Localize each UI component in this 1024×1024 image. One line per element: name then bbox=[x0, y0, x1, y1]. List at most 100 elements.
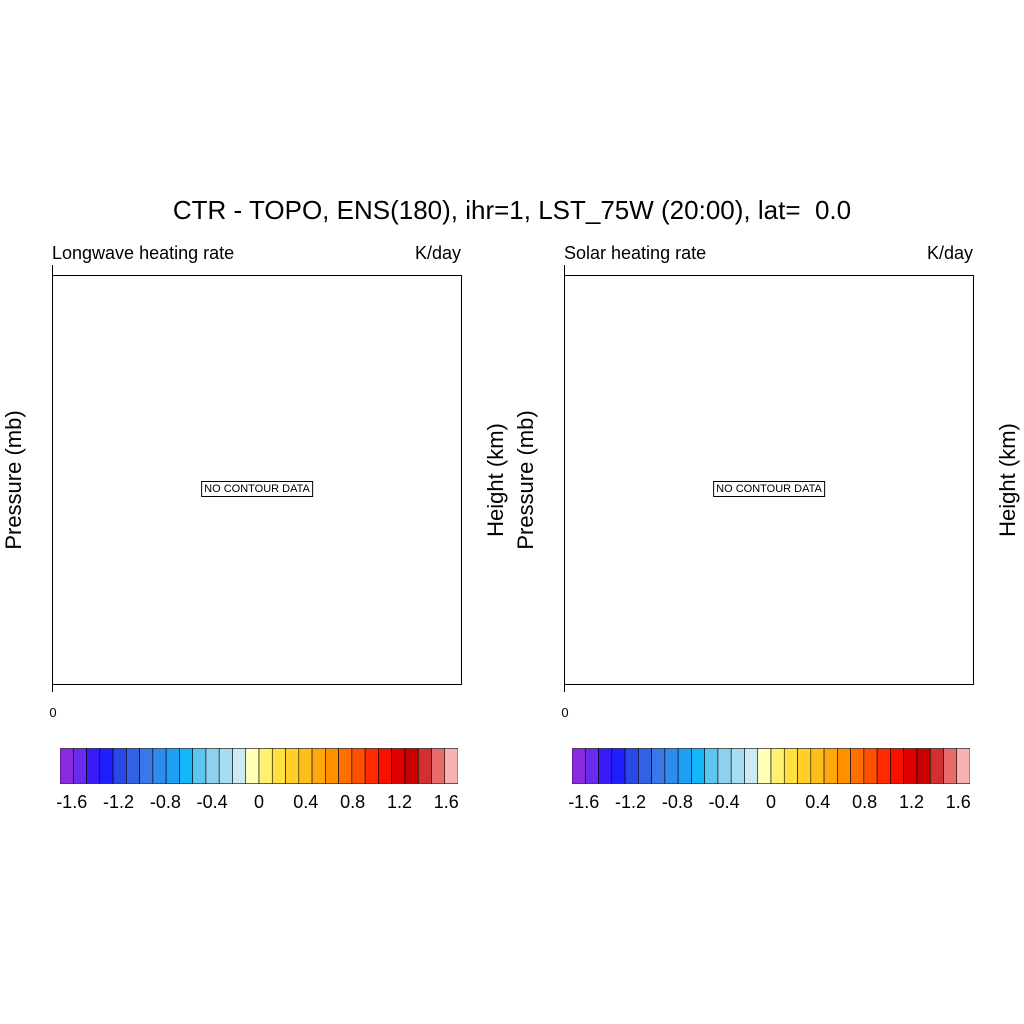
x-tick-label: 0 bbox=[49, 705, 57, 720]
colorbar bbox=[572, 748, 970, 784]
colorbar-box bbox=[364, 748, 379, 784]
panel-units: K/day bbox=[926, 243, 973, 263]
colorbar-box bbox=[638, 748, 652, 784]
colorbar-box bbox=[810, 748, 825, 784]
panel-units: K/day bbox=[414, 243, 461, 263]
top-axis-tick bbox=[564, 265, 565, 275]
colorbar-tick-label: 0.4 bbox=[293, 792, 319, 812]
colorbar-box bbox=[797, 748, 812, 784]
colorbar-tick-label: -1.2 bbox=[615, 792, 647, 812]
colorbar-box bbox=[956, 748, 970, 784]
colorbar-box bbox=[298, 748, 313, 784]
colorbar-box bbox=[285, 748, 300, 784]
colorbar-box bbox=[624, 748, 639, 784]
colorbar-box bbox=[664, 748, 679, 784]
colorbar-box bbox=[218, 748, 233, 784]
colorbar-tick-label: -1.6 bbox=[56, 792, 88, 812]
colorbar-box bbox=[205, 748, 220, 784]
colorbar-box bbox=[783, 748, 798, 784]
colorbar-box bbox=[258, 748, 273, 784]
colorbar-box bbox=[572, 748, 586, 784]
y-axis-label-left: Pressure (mb) bbox=[513, 410, 538, 550]
y-axis-label-left: Pressure (mb) bbox=[1, 410, 26, 550]
colorbar-box bbox=[139, 748, 154, 784]
colorbar-box bbox=[903, 748, 918, 784]
x-tick-label: 0 bbox=[561, 705, 569, 720]
colorbar-box bbox=[916, 748, 931, 784]
colorbar-box bbox=[338, 748, 353, 784]
panel-title: Solar heating rate bbox=[564, 243, 707, 263]
colorbar-tick-label: -1.6 bbox=[568, 792, 600, 812]
colorbar-box bbox=[677, 748, 692, 784]
colorbar-tick-label: 0.4 bbox=[805, 792, 831, 812]
colorbar bbox=[60, 748, 458, 784]
solar-panel: Solar heating rate K/day NO CONTOUR DATA… bbox=[512, 240, 1024, 840]
colorbar-box bbox=[311, 748, 326, 784]
colorbar-box bbox=[86, 748, 101, 784]
colorbar-box bbox=[271, 748, 286, 784]
colorbar-box bbox=[770, 748, 785, 784]
longwave-panel: Longwave heating rate K/day NO CONTOUR D… bbox=[0, 240, 512, 840]
colorbar-box bbox=[823, 748, 838, 784]
colorbar-box bbox=[417, 748, 432, 784]
panel-title: Longwave heating rate bbox=[52, 243, 235, 263]
colorbar-box bbox=[391, 748, 406, 784]
colorbar-box bbox=[744, 748, 759, 784]
colorbar-box bbox=[99, 748, 114, 784]
colorbar-box bbox=[152, 748, 167, 784]
colorbar-box bbox=[179, 748, 193, 784]
colorbar-box bbox=[730, 748, 745, 784]
colorbar-box bbox=[351, 748, 366, 784]
colorbar-box bbox=[757, 748, 772, 784]
colorbar-box bbox=[704, 748, 719, 784]
top-axis-tick bbox=[52, 265, 53, 275]
colorbar-tick-label: -1.2 bbox=[103, 792, 135, 812]
colorbar-box bbox=[651, 748, 666, 784]
colorbar-box bbox=[112, 748, 127, 784]
colorbar-box bbox=[691, 748, 705, 784]
colorbar-box bbox=[598, 748, 613, 784]
colorbar-box bbox=[325, 748, 339, 784]
colorbar-tick-label: -0.4 bbox=[196, 792, 228, 812]
colorbar-box bbox=[890, 748, 904, 784]
colorbar-box bbox=[378, 748, 392, 784]
colorbar-box bbox=[850, 748, 865, 784]
colorbar-box bbox=[837, 748, 851, 784]
colorbar-tick-label: -0.8 bbox=[661, 792, 693, 812]
colorbar-box bbox=[863, 748, 878, 784]
y-axis-label-right: Height (km) bbox=[483, 423, 508, 537]
x-axis-tick bbox=[564, 684, 565, 692]
colorbar-tick-label: 1.2 bbox=[386, 792, 412, 812]
no-contour-data-label: NO CONTOUR DATA bbox=[713, 481, 825, 497]
colorbar-box bbox=[404, 748, 419, 784]
no-contour-data-label: NO CONTOUR DATA bbox=[201, 481, 313, 497]
colorbar-tick-label: 0.8 bbox=[340, 792, 366, 812]
colorbar-box bbox=[245, 748, 260, 784]
colorbar-tick-label: 1.6 bbox=[945, 792, 971, 812]
colorbar-box bbox=[60, 748, 74, 784]
colorbar-box bbox=[444, 748, 458, 784]
colorbar-tick-label: -0.4 bbox=[708, 792, 740, 812]
colorbar-labels: -1.6 -1.2 -0.8 -0.4 0 0.4 0.8 1.2 1.6 bbox=[568, 792, 971, 816]
colorbar-tick-label: 1.6 bbox=[433, 792, 459, 812]
plot-area: NO CONTOUR DATA bbox=[564, 275, 974, 685]
colorbar-labels: -1.6 -1.2 -0.8 -0.4 0 0.4 0.8 1.2 1.6 bbox=[56, 792, 459, 816]
colorbar-box bbox=[584, 748, 599, 784]
colorbar-box bbox=[717, 748, 732, 784]
colorbar-tick-label: 1.2 bbox=[898, 792, 924, 812]
figure-title: CTR - TOPO, ENS(180), ihr=1, LST_75W (20… bbox=[172, 195, 852, 225]
plot-area: NO CONTOUR DATA bbox=[52, 275, 462, 685]
colorbar-box bbox=[943, 748, 958, 784]
colorbar-box bbox=[126, 748, 140, 784]
colorbar-tick-label: 0 bbox=[765, 792, 777, 812]
colorbar-box bbox=[929, 748, 944, 784]
colorbar-box bbox=[192, 748, 207, 784]
colorbar-box bbox=[611, 748, 626, 784]
x-axis-tick bbox=[52, 684, 53, 692]
colorbar-box bbox=[876, 748, 891, 784]
colorbar-box bbox=[72, 748, 87, 784]
colorbar-box bbox=[232, 748, 247, 784]
colorbar-box bbox=[431, 748, 446, 784]
colorbar-box bbox=[165, 748, 180, 784]
colorbar-tick-label: 0.8 bbox=[852, 792, 878, 812]
